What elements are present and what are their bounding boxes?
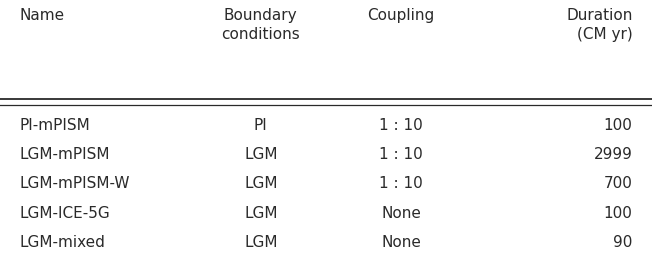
Text: None: None — [381, 205, 421, 221]
Text: 2999: 2999 — [593, 147, 632, 162]
Text: 100: 100 — [604, 118, 632, 133]
Text: None: None — [381, 235, 421, 250]
Text: 700: 700 — [604, 176, 632, 191]
Text: LGM-mPISM: LGM-mPISM — [20, 147, 110, 162]
Text: PI-mPISM: PI-mPISM — [20, 118, 91, 133]
Text: LGM-mixed: LGM-mixed — [20, 235, 106, 250]
Text: LGM-ICE-5G: LGM-ICE-5G — [20, 205, 110, 221]
Text: Duration
(CM yr): Duration (CM yr) — [566, 8, 632, 42]
Text: Coupling: Coupling — [367, 8, 435, 23]
Text: Boundary
conditions: Boundary conditions — [222, 8, 300, 42]
Text: 90: 90 — [613, 235, 632, 250]
Text: LGM: LGM — [244, 176, 278, 191]
Text: 100: 100 — [604, 205, 632, 221]
Text: LGM: LGM — [244, 147, 278, 162]
Text: Name: Name — [20, 8, 65, 23]
Text: LGM: LGM — [244, 235, 278, 250]
Text: 1 : 10: 1 : 10 — [379, 118, 423, 133]
Text: LGM: LGM — [244, 205, 278, 221]
Text: PI: PI — [254, 118, 268, 133]
Text: 1 : 10: 1 : 10 — [379, 176, 423, 191]
Text: LGM-mPISM-W: LGM-mPISM-W — [20, 176, 130, 191]
Text: 1 : 10: 1 : 10 — [379, 147, 423, 162]
